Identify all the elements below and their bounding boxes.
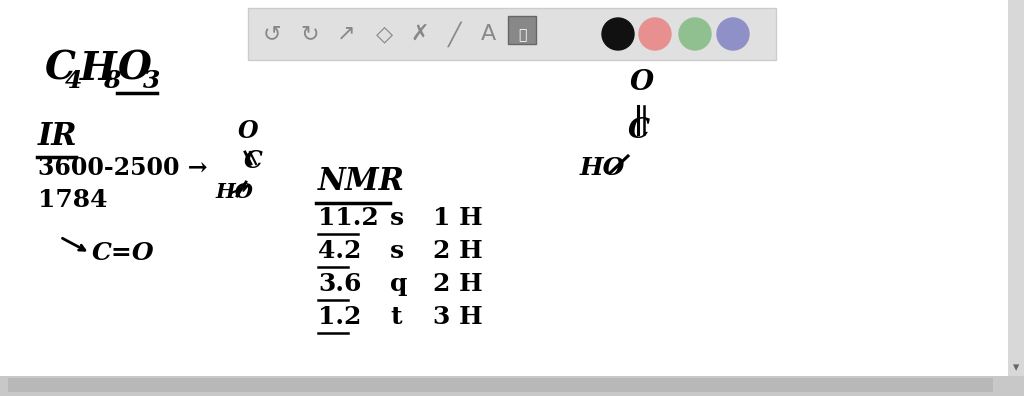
Text: HO: HO [580,156,626,180]
Text: s: s [390,206,404,230]
Text: O: O [118,50,152,88]
Circle shape [679,18,711,50]
Text: 8: 8 [103,69,121,93]
Text: ▾: ▾ [1013,362,1019,375]
Text: ╱: ╱ [449,21,462,47]
Text: s: s [390,239,404,263]
Text: 🏔: 🏔 [518,28,526,42]
Circle shape [602,18,634,50]
Text: C: C [244,149,263,173]
Text: O: O [630,69,654,96]
Bar [508,16,536,44]
Text: 1.2: 1.2 [318,305,361,329]
Text: 2 H: 2 H [433,272,482,296]
Text: ↺: ↺ [263,24,282,44]
Circle shape [639,18,671,50]
Text: 1784: 1784 [38,188,108,212]
Text: 4: 4 [65,69,82,93]
Text: C: C [628,117,650,144]
Text: t: t [390,305,401,329]
Text: 4.2: 4.2 [318,239,361,263]
Text: HO: HO [215,182,253,202]
Text: H: H [80,50,117,88]
Text: ◇: ◇ [376,24,392,44]
Text: 11.2: 11.2 [318,206,379,230]
Text: 1 H: 1 H [433,206,482,230]
Bar [1008,0,1024,376]
Text: IR: IR [38,121,78,152]
Circle shape [717,18,749,50]
Text: 2 H: 2 H [433,239,482,263]
Text: O: O [238,119,259,143]
Text: C: C [45,50,76,88]
Text: 3: 3 [143,69,161,93]
Text: A: A [480,24,496,44]
Text: NMR: NMR [318,166,406,197]
Text: ↻: ↻ [301,24,319,44]
Bar [248,8,776,60]
Text: ↗: ↗ [337,24,355,44]
Text: 3600-2500 →: 3600-2500 → [38,156,208,180]
Bar [0,376,1024,396]
Text: 3 H: 3 H [433,305,482,329]
Text: 3.6: 3.6 [318,272,361,296]
Bar [8,378,993,392]
Text: ✗: ✗ [411,24,429,44]
Text: C=O: C=O [92,241,155,265]
Text: ⊟: ⊟ [513,24,531,44]
Text: q: q [390,272,408,296]
